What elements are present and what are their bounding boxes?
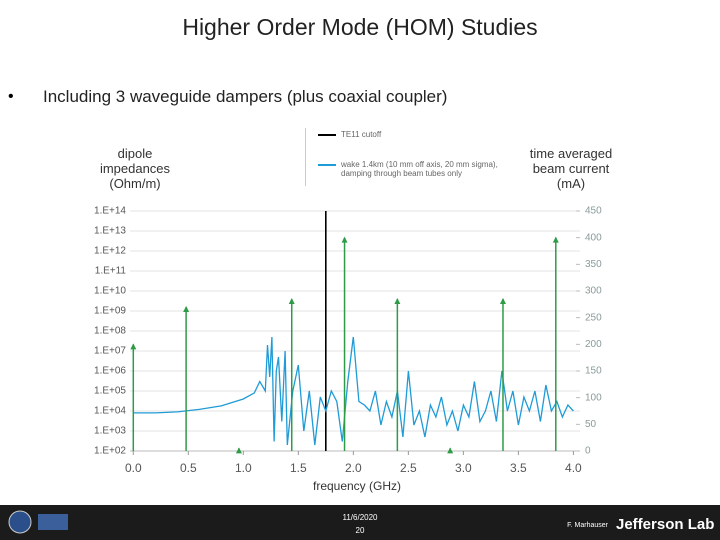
- y2-tick-label: 0: [585, 446, 591, 457]
- y2-tick-label: 300: [585, 286, 602, 297]
- x-tick-label: 0.5: [180, 461, 197, 475]
- x-tick-label: 3.5: [510, 461, 527, 475]
- legend-label: wake 1.4km (10 mm off axis, 20 mm sigma)…: [341, 160, 498, 178]
- x-tick-label: 4.0: [565, 461, 582, 475]
- beam-line: [183, 306, 190, 451]
- beam-arrow: [341, 236, 348, 243]
- y-tick-label: 1.E+13: [94, 226, 126, 237]
- y-tick-label: 1.E+08: [94, 326, 126, 337]
- x-tick-label: 2.5: [400, 461, 417, 475]
- beam-line: [235, 447, 242, 454]
- footer-page: 20: [356, 526, 365, 535]
- legend-entry: wake 1.4km (10 mm off axis, 20 mm sigma)…: [318, 160, 508, 178]
- y-tick-label: 1.E+14: [94, 206, 126, 217]
- slide-title: Higher Order Mode (HOM) Studies: [182, 14, 538, 40]
- y2-tick-label: 100: [585, 392, 602, 403]
- legend-entry: TE11 cutoff: [318, 130, 508, 139]
- y-axis-label: dipole impedances (Ohm/m): [99, 146, 171, 191]
- beam-arrow: [130, 343, 137, 350]
- series-line: [133, 336, 574, 446]
- beam-arrow: [288, 298, 295, 304]
- doe-logo: [8, 510, 32, 534]
- y-tick-label: 1.E+06: [94, 366, 126, 377]
- y2-tick-label: 250: [585, 312, 602, 323]
- y-tick-label: 1.E+03: [94, 426, 126, 437]
- footer-bar: [0, 505, 720, 540]
- beam-arrow: [183, 306, 190, 312]
- y-tick-label: 1.E+05: [94, 386, 126, 397]
- beam-arrow: [552, 236, 559, 243]
- y2-tick-label: 200: [585, 339, 602, 350]
- y2-tick-label: 150: [585, 366, 602, 377]
- x-axis-label: frequency (GHz): [313, 479, 401, 493]
- y-tick-label: 1.E+09: [94, 306, 126, 317]
- bullet-text: Including 3 waveguide dampers (plus coax…: [43, 87, 448, 106]
- y2-axis-label: time averaged beam current (mA): [529, 146, 613, 191]
- footer-date: 11/6/2020: [343, 513, 379, 522]
- x-tick-label: 2.0: [345, 461, 362, 475]
- legend-swatch: [318, 134, 336, 136]
- y-tick-label: 1.E+11: [95, 266, 127, 277]
- beam-line: [447, 447, 454, 454]
- beam-line: [341, 236, 348, 451]
- y-tick-label: 1.E+04: [94, 406, 126, 417]
- footer-logo: Jefferson Lab: [616, 516, 714, 533]
- bullet-mark: •: [8, 88, 14, 105]
- y-tick-label: 1.E+12: [94, 246, 126, 257]
- y-tick-label: 1.E+07: [94, 346, 126, 357]
- y2-tick-label: 400: [585, 232, 602, 243]
- beam-line: [499, 298, 506, 451]
- beam-arrow: [235, 447, 242, 454]
- jsa-logo: [38, 514, 68, 530]
- beam-arrow: [447, 447, 454, 454]
- legend-label: TE11 cutoff: [341, 130, 382, 139]
- x-tick-label: 1.5: [290, 461, 307, 475]
- y-tick-label: 1.E+10: [94, 286, 126, 297]
- beam-arrow: [394, 298, 401, 304]
- x-tick-label: 3.0: [455, 461, 472, 475]
- footer-author: F. Marhauser: [567, 522, 609, 529]
- y2-tick-label: 350: [585, 259, 602, 270]
- y2-tick-label: 450: [585, 206, 602, 217]
- beam-line: [552, 236, 559, 451]
- y-tick-label: 1.E+02: [94, 446, 126, 457]
- legend-swatch: [318, 164, 336, 166]
- y2-tick-label: 50: [585, 419, 597, 430]
- x-tick-label: 0.0: [125, 461, 142, 475]
- legend: TE11 cutoff wake 1.4km (10 mm off axis, 2…: [305, 128, 511, 186]
- beam-line: [288, 298, 295, 451]
- beam-line: [130, 343, 137, 451]
- x-tick-label: 1.0: [235, 461, 252, 475]
- beam-arrow: [499, 298, 506, 304]
- beam-line: [394, 298, 401, 451]
